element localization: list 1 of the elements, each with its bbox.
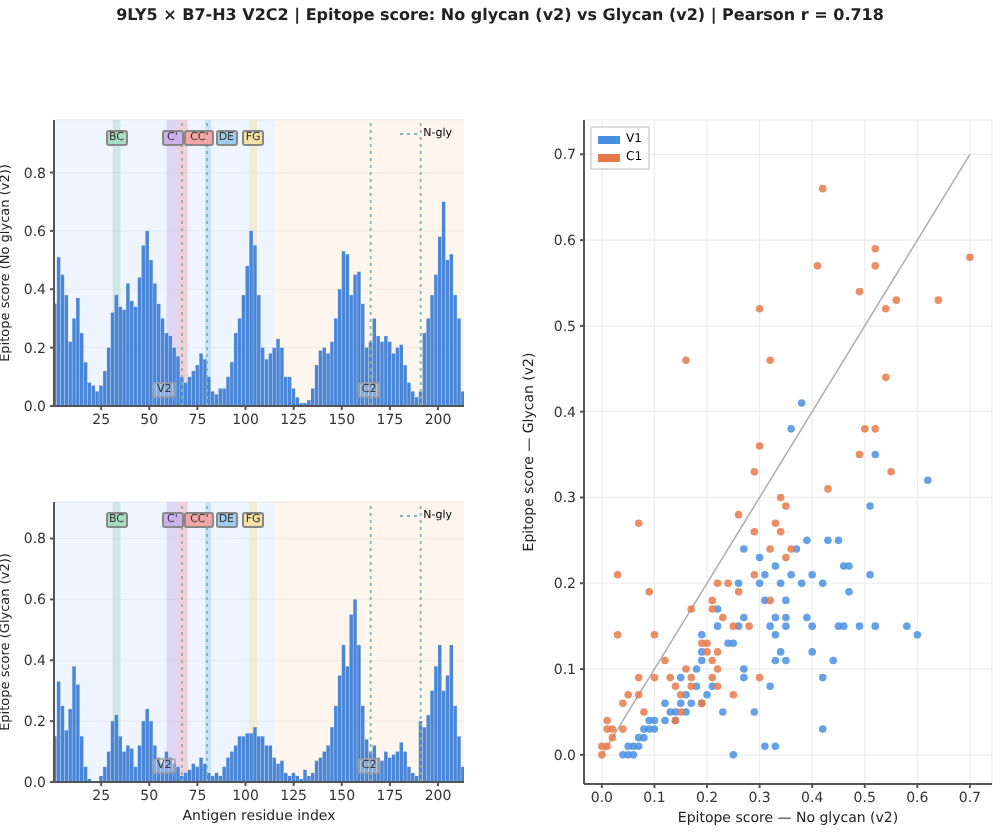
text: 9LY5 × B7-H3 V2C2 | Epitope score: No glycan (v2) vs Glycan (v2) | Pearson r = 0.718 [114, 6, 886, 24]
